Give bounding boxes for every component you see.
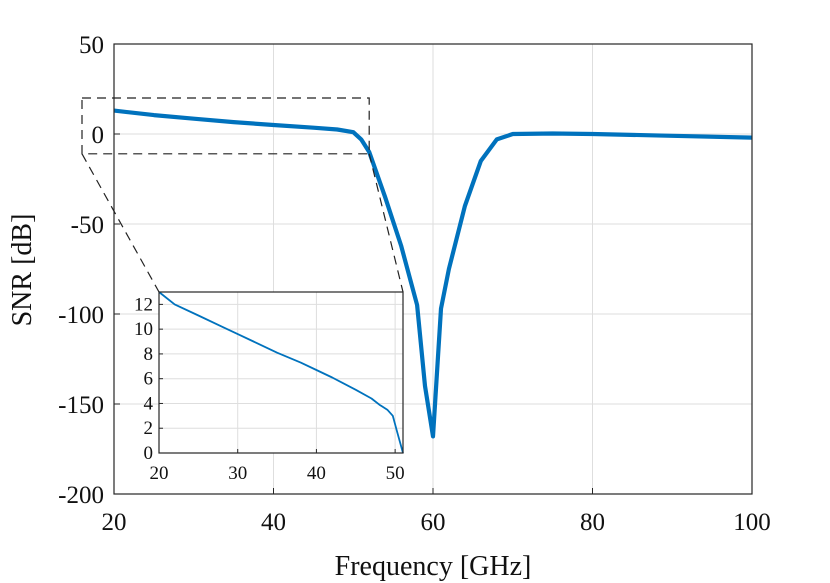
inset-y-tick-label: 0 xyxy=(144,443,154,464)
y-tick-label: -50 xyxy=(71,212,104,239)
zoom-rectangle xyxy=(81,97,370,155)
x-tick-label: 80 xyxy=(580,509,605,536)
inset-y-tick-label: 10 xyxy=(134,319,153,340)
inset-y-tick-label: 4 xyxy=(144,393,154,414)
inset-y-tick-label: 6 xyxy=(144,369,154,390)
zoom-connector-right xyxy=(368,153,404,293)
y-tick-label: 50 xyxy=(79,32,104,59)
x-tick-label: 100 xyxy=(733,509,771,536)
y-tick-label: -200 xyxy=(58,482,104,509)
x-tick-label: 40 xyxy=(261,509,286,536)
inset-y-tick-label: 2 xyxy=(144,418,154,439)
inset-frame xyxy=(158,291,404,454)
y-tick-label: -150 xyxy=(58,392,104,419)
inset-x-tick-label: 20 xyxy=(150,463,169,484)
main-series xyxy=(113,108,753,439)
inset-y-tick-label: 8 xyxy=(144,344,154,365)
inset-y-tick-label: 12 xyxy=(134,294,153,315)
inset-x-tick-label: 40 xyxy=(307,463,326,484)
y-tick-label: 0 xyxy=(92,122,105,149)
inset-background xyxy=(159,292,403,453)
y-tick-label: -100 xyxy=(58,302,104,329)
y-axis-label: SNR [dB] xyxy=(7,214,38,327)
x-tick-label: 20 xyxy=(102,509,127,536)
inset-x-tick-label: 50 xyxy=(386,463,405,484)
x-axis-label: Frequency [GHz] xyxy=(335,551,532,582)
x-tick-label: 60 xyxy=(421,509,446,536)
zoom-indicator xyxy=(81,97,404,293)
inset-x-tick-label: 30 xyxy=(228,463,247,484)
main-series-line xyxy=(113,108,753,439)
zoom-connector-left xyxy=(81,153,160,293)
inset-series-line xyxy=(158,291,404,454)
